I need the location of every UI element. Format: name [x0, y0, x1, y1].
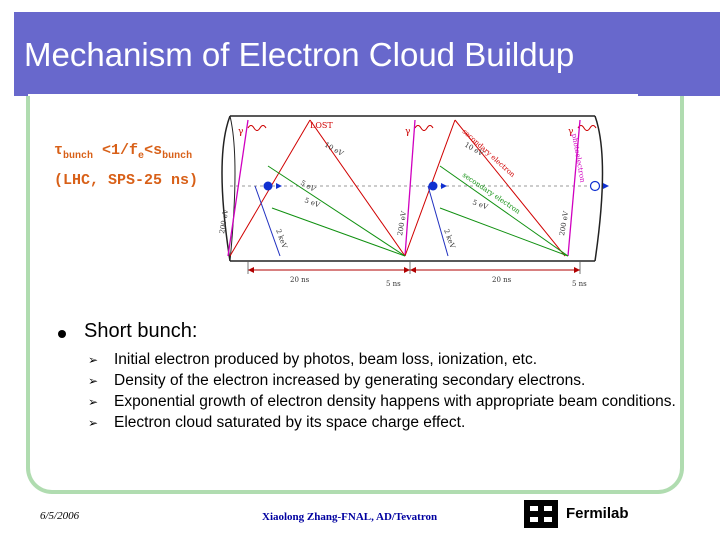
formula-lt2: <s	[144, 142, 163, 159]
formula-tau: τ	[54, 142, 64, 159]
formula-sub-bunch2: bunch	[162, 151, 193, 162]
bullet-dot	[58, 330, 66, 338]
trajectory-magenta-1	[227, 119, 249, 257]
arrow-bullet-icon: ➢	[88, 395, 99, 409]
lhc-note: (LHC, SPS-25 ns)	[54, 172, 199, 189]
trajectory-red-4	[454, 119, 566, 257]
sub-bullet-text: Density of the electron increased by gen…	[114, 372, 586, 389]
label-10ev-1: 10 eV	[323, 141, 345, 159]
lost-label: LOST	[310, 121, 333, 130]
fermilab-logo-icon	[524, 500, 558, 528]
photon-wave-2	[414, 125, 434, 131]
pipe-left-cap	[221, 115, 231, 262]
bunch-arrow-2	[441, 183, 447, 189]
sub-bullet: ➢ Initial electron produced by photos, be…	[88, 350, 688, 369]
bunch-2	[428, 181, 438, 191]
formula-sub-e: e	[138, 151, 145, 162]
time-label-2: 5 ns	[386, 280, 401, 288]
footer-credit: Xiaolong Zhang-FNAL, AD/Tevatron	[262, 511, 438, 523]
sub-bullet-text: Electron cloud saturated by its space ch…	[114, 414, 466, 431]
trajectory-green-3	[439, 165, 569, 257]
pipe-right-cap	[594, 115, 604, 262]
time-arrow-2b	[574, 267, 580, 273]
content-frame	[26, 96, 684, 494]
footer-date: 6/5/2006	[40, 510, 80, 522]
time-label-1: 20 ns	[290, 276, 310, 284]
trajectory-blue-2	[427, 185, 449, 257]
slide-title: Mechanism of Electron Cloud Buildup	[24, 36, 575, 73]
trajectory-red-2	[309, 119, 406, 257]
sub-bullet: ➢ Electron cloud saturated by its space c…	[88, 413, 688, 432]
label-2kev-2: 2 keV	[442, 228, 457, 251]
label-200ev-3: 200 eV	[558, 210, 570, 237]
label-secondary-2: secondary electron	[461, 171, 522, 216]
title-underline	[28, 94, 638, 97]
bunch-formula: τbunch <1/fe<sbunch	[54, 142, 192, 162]
time-arrow-1a	[248, 267, 254, 273]
trajectory-green-1	[267, 165, 406, 257]
arrow-bullet-icon: ➢	[88, 374, 99, 388]
fermilab-logo-text: Fermilab	[566, 505, 629, 522]
bunch-1	[263, 181, 273, 191]
title-background	[14, 12, 720, 96]
sub-bullet: ➢ Exponential growth of electron density …	[88, 392, 688, 411]
title-bar: Mechanism of Electron Cloud Buildup	[0, 0, 720, 97]
label-photoelectron: photoelectron	[570, 133, 587, 184]
sub-bullet-text: Exponential growth of electron density h…	[114, 393, 676, 410]
formula-lt: <1/f	[93, 142, 139, 159]
time-label-4: 5 ns	[572, 280, 587, 288]
label-secondary-1: secondary electron	[461, 128, 517, 180]
trajectory-green-4	[439, 207, 569, 257]
time-arrow-2a	[410, 267, 416, 273]
formula-sub-bunch: bunch	[63, 151, 94, 162]
arrow-bullet-icon: ➢	[88, 353, 99, 367]
electron-cloud-diagram: γ γ γ LOST 10 eV 5 eV 5 eV 200 eV 2 keV …	[218, 115, 609, 288]
sub-bullet-text: Initial electron produced by photos, bea…	[114, 351, 538, 368]
photon-wave-3	[577, 125, 597, 131]
time-label-3: 20 ns	[492, 276, 512, 284]
trajectory-magenta-2	[404, 119, 416, 257]
label-200ev-1: 200 eV	[218, 208, 230, 235]
label-5ev-2: 5 eV	[303, 196, 322, 209]
trajectory-blue-1	[254, 185, 281, 257]
label-5ev-1: 5 eV	[299, 179, 318, 194]
gamma-label-3: γ	[568, 127, 573, 137]
sub-bullet-list: ➢ Initial electron produced by photos, be…	[88, 350, 688, 434]
arrow-bullet-icon: ➢	[88, 416, 99, 430]
bunch-arrow-1	[276, 183, 282, 189]
time-arrow-1b	[404, 267, 410, 273]
gamma-label-2: γ	[405, 127, 410, 137]
trajectory-green-2	[271, 207, 406, 257]
sub-bullet: ➢ Density of the electron increased by ge…	[88, 371, 688, 390]
photon-wave-1	[247, 125, 267, 131]
pipe-left-cap-inner	[229, 115, 236, 262]
gamma-label-1: γ	[238, 127, 243, 137]
bunch-arrow-3	[603, 183, 609, 189]
bunch-3	[589, 180, 601, 192]
label-5ev-3: 5 eV	[471, 198, 490, 211]
trajectory-magenta-3	[567, 119, 581, 257]
main-bullet-label: Short bunch:	[84, 320, 198, 342]
